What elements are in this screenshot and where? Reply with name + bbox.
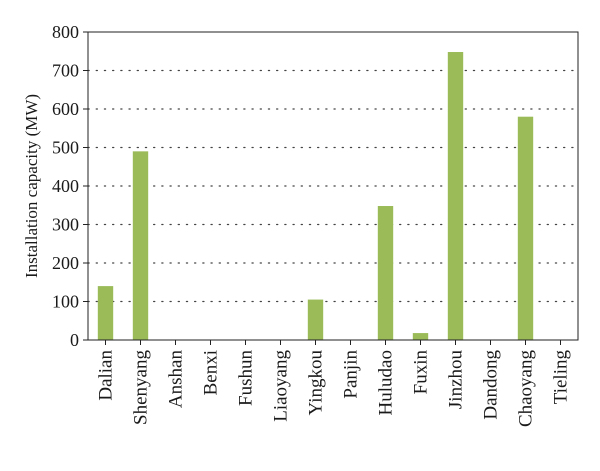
x-category-label-shenyang: Shenyang	[131, 350, 152, 425]
x-category-label-fushun: Fushun	[236, 350, 257, 406]
x-category-label-yingkou: Yingkou	[306, 350, 327, 416]
bar-jinzhou	[447, 52, 464, 341]
bar-shenyang	[132, 151, 149, 340]
y-tick-label-200: 200	[52, 253, 79, 273]
x-category-label-tieling: Tieling	[551, 350, 572, 405]
y-axis-ticks: 0 100 200 300 400 500 600 700 800	[52, 22, 88, 350]
bar-chaoyang	[517, 116, 534, 340]
x-category-label-benxi: Benxi	[201, 350, 222, 395]
y-tick-label-300: 300	[52, 215, 79, 235]
x-category-label-liaoyang: Liaoyang	[271, 350, 292, 422]
bars	[97, 52, 534, 341]
bar-yingkou	[307, 299, 324, 340]
y-tick-label-600: 600	[52, 99, 79, 119]
x-category-label-jinzhou: Jinzhou	[446, 350, 467, 410]
y-tick-label-100: 100	[52, 292, 79, 312]
y-tick-label-500: 500	[52, 138, 79, 158]
bar-huludao	[377, 206, 394, 340]
x-category-label-anshan: Anshan	[166, 350, 187, 409]
x-category-label-panjin: Panjin	[341, 350, 362, 399]
bar-fuxin	[412, 333, 429, 340]
x-category-label-chaoyang: Chaoyang	[516, 350, 537, 428]
y-tick-label-400: 400	[52, 176, 79, 196]
x-category-label-huludao: Huludao	[376, 350, 397, 415]
y-axis-title: Installation capacity (MW)	[22, 94, 41, 278]
x-axis-category-labels: Dalian Shenyang Anshan Benxi Fushun Liaoyang Y…	[96, 340, 572, 427]
y-tick-label-700: 700	[52, 61, 79, 81]
x-category-label-dandong: Dandong	[481, 350, 502, 420]
x-category-label-fuxin: Fuxin	[411, 350, 432, 395]
x-category-label-dalian: Dalian	[96, 350, 117, 401]
y-tick-label-800: 800	[52, 22, 79, 42]
grid	[87, 69, 579, 303]
y-tick-label-0: 0	[70, 330, 79, 350]
bar-dalian	[97, 286, 114, 340]
